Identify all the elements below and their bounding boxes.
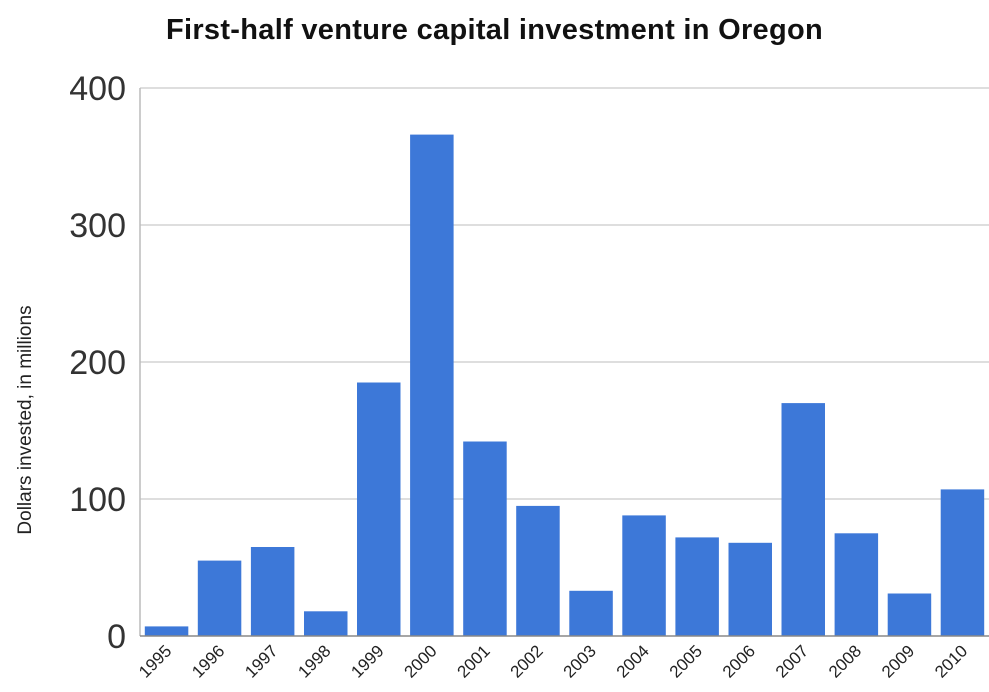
bar [357, 382, 401, 636]
x-tick-label: 2008 [825, 641, 865, 681]
y-tick-label: 0 [107, 618, 126, 656]
y-tick-label: 200 [69, 344, 126, 382]
x-tick-label: 1998 [294, 641, 334, 681]
x-tick-label: 2010 [931, 641, 971, 681]
x-tick-label: 2001 [454, 641, 494, 681]
bar [834, 533, 879, 637]
bar [781, 403, 825, 636]
x-tick-label: 2006 [719, 641, 759, 681]
x-tick-label: 2004 [613, 641, 653, 681]
x-tick-label: 2007 [772, 641, 812, 681]
x-tick-label: 2005 [666, 641, 706, 681]
x-tick-label: 2003 [560, 641, 600, 681]
bar [463, 441, 507, 636]
x-tick-label: 2000 [400, 641, 440, 681]
bar [622, 515, 666, 636]
bar [304, 611, 348, 636]
bar [675, 537, 719, 636]
bar [940, 489, 985, 636]
bar [887, 593, 932, 636]
y-tick-label: 100 [69, 481, 126, 519]
bar [516, 505, 560, 636]
bar [728, 542, 772, 636]
chart-title: First-half venture capital investment in… [165, 14, 824, 46]
x-tick-label: 1995 [135, 641, 175, 681]
bar [197, 560, 242, 636]
x-tick-label: 1996 [188, 641, 228, 681]
y-tick-label: 300 [69, 207, 126, 245]
bar [144, 626, 189, 636]
bar [569, 590, 613, 636]
x-tick-label: 2009 [878, 641, 918, 681]
x-tick-label: 1997 [241, 641, 281, 681]
bar [250, 547, 295, 636]
y-tick-label: 400 [69, 70, 126, 108]
x-tick-label: 1999 [347, 641, 387, 681]
bar [410, 134, 454, 636]
x-tick-label: 2002 [507, 641, 547, 681]
